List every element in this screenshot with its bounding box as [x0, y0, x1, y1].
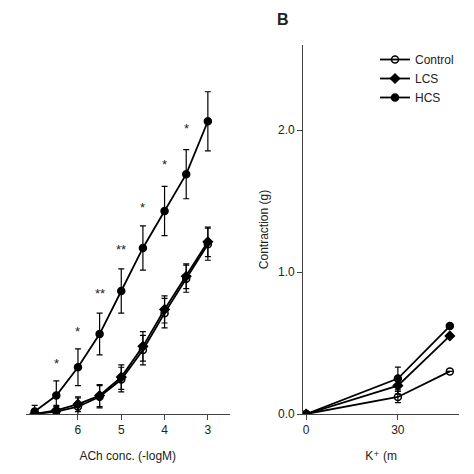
svg-text:B: B [277, 11, 289, 28]
svg-text:LCS: LCS [415, 72, 438, 86]
svg-text:*: * [140, 200, 145, 215]
svg-text:0: 0 [303, 423, 310, 437]
svg-text:1.0: 1.0 [278, 265, 295, 279]
svg-text:2.0: 2.0 [278, 123, 295, 137]
svg-text:*: * [162, 157, 167, 172]
svg-text:6: 6 [75, 423, 82, 437]
svg-text:30: 30 [391, 423, 405, 437]
svg-text:Contraction (g): Contraction (g) [257, 190, 271, 269]
svg-text:Control: Control [415, 53, 454, 67]
svg-text:*: * [75, 324, 80, 339]
svg-text:0.0: 0.0 [278, 407, 295, 421]
svg-text:K⁺ (m: K⁺ (m [365, 449, 397, 463]
svg-text:**: ** [95, 286, 105, 301]
svg-text:5: 5 [118, 423, 125, 437]
svg-text:4: 4 [161, 423, 168, 437]
svg-text:HCS: HCS [415, 91, 440, 105]
svg-text:*: * [184, 121, 189, 136]
svg-text:*: * [54, 356, 59, 371]
svg-text:3: 3 [205, 423, 212, 437]
svg-text:ACh conc. (-logM): ACh conc. (-logM) [79, 449, 176, 463]
svg-text:**: ** [116, 242, 126, 257]
